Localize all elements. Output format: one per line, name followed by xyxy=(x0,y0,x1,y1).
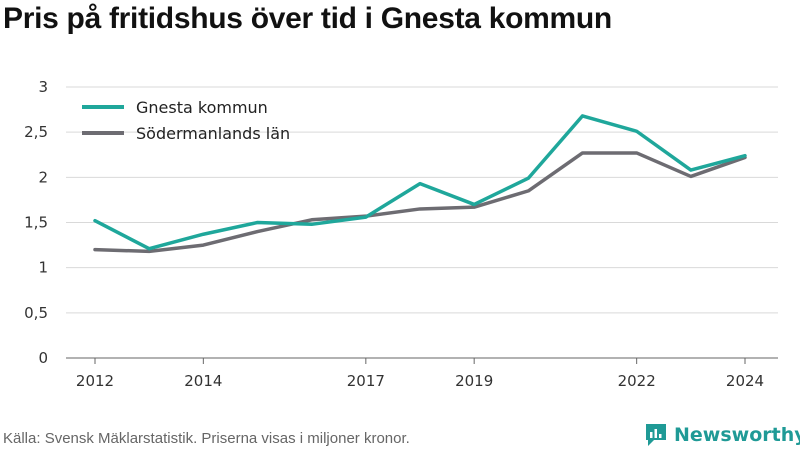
axes: 0 0,5 1 1,5 2 2,5 3 2012 2014 2017 2019 2022 2024 xyxy=(24,78,764,390)
x-tick-label: 2014 xyxy=(184,372,222,390)
grid xyxy=(66,86,778,359)
series-line xyxy=(93,114,747,251)
y-tick-label: 3 xyxy=(38,78,48,96)
y-tick-label: 0 xyxy=(38,349,48,367)
series-lines xyxy=(93,114,747,254)
y-tick-label: 2 xyxy=(38,168,48,186)
bar-chart-icon xyxy=(646,424,666,446)
brand-logo: Newsworthy xyxy=(644,421,800,449)
y-tick-label: 1,5 xyxy=(24,214,48,232)
y-tick-label: 2,5 xyxy=(24,123,48,141)
series-line xyxy=(93,151,747,254)
y-tick-label: 1 xyxy=(38,259,48,277)
line-chart: 0 0,5 1 1,5 2 2,5 3 2012 2014 2017 2019 2022 2024 Gn… xyxy=(24,78,778,390)
x-tick-label: 2017 xyxy=(347,372,385,390)
x-tick-label: 2012 xyxy=(76,372,114,390)
legend-label: Gnesta kommun xyxy=(136,98,268,117)
legend: Gnesta kommun Södermanlands län xyxy=(82,98,290,143)
x-tick-label: 2019 xyxy=(455,372,493,390)
legend-label: Södermanlands län xyxy=(136,124,290,143)
x-tick-label: 2024 xyxy=(726,372,764,390)
brand-name: Newsworthy xyxy=(674,424,800,446)
y-tick-label: 0,5 xyxy=(24,304,48,322)
source-note: Källa: Svensk Mäklarstatistik. Priserna … xyxy=(3,430,410,447)
x-tick-label: 2022 xyxy=(618,372,656,390)
chart-title: Pris på fritidshus över tid i Gnesta kom… xyxy=(3,2,612,35)
